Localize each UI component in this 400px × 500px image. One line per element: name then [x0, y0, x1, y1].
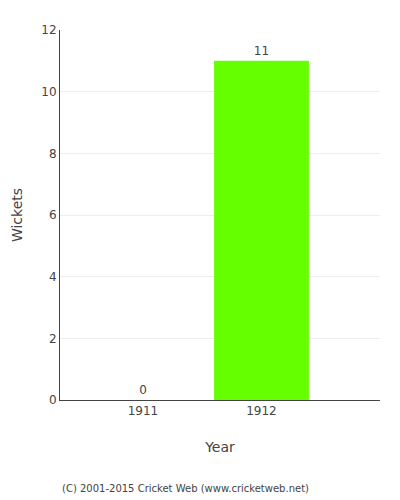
svg-text:Wickets: Wickets	[9, 188, 25, 242]
svg-text:0: 0	[139, 383, 147, 397]
svg-text:12: 12	[41, 23, 56, 37]
svg-text:2: 2	[49, 332, 57, 346]
svg-text:10: 10	[41, 85, 56, 99]
svg-text:(C) 2001-2015 Cricket Web (www: (C) 2001-2015 Cricket Web (www.cricketwe…	[62, 483, 309, 494]
svg-text:4: 4	[49, 270, 57, 284]
svg-text:0: 0	[49, 393, 57, 407]
svg-text:6: 6	[49, 208, 57, 222]
svg-text:1912: 1912	[246, 404, 277, 418]
svg-text:8: 8	[49, 147, 57, 161]
svg-text:1911: 1911	[128, 404, 159, 418]
svg-text:11: 11	[254, 44, 269, 58]
svg-text:Year: Year	[204, 439, 235, 455]
